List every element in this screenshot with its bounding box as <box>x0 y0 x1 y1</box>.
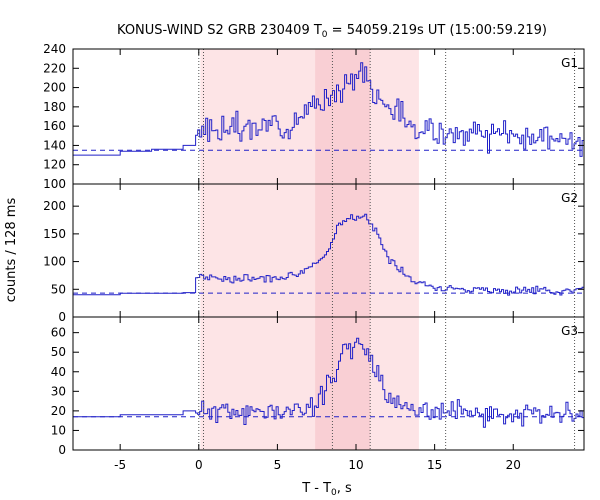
x-tick-label-4: 15 <box>427 458 442 472</box>
light-curve-g1 <box>73 62 584 157</box>
y-tick-label-g2-1: 50 <box>51 282 66 296</box>
y-tick-label-g3-4: 40 <box>51 365 66 379</box>
chart-title: KONUS-WIND S2 GRB 230409 T0 = 54059.219s… <box>117 23 547 40</box>
y-tick-label-g1-0: 100 <box>43 177 66 191</box>
x-tick-label-1: 0 <box>195 458 203 472</box>
x-tick-label-0: -5 <box>114 458 126 472</box>
panel-frame-g3 <box>72 316 585 451</box>
y-axis-label: counts / 128 ms <box>4 198 19 303</box>
y-tick-label-g3-2: 20 <box>51 404 66 418</box>
light-curve-g3 <box>73 337 584 428</box>
y-tick-label-g3-0: 0 <box>58 443 66 457</box>
y-tick-label-g2-3: 150 <box>43 227 66 241</box>
y-tick-label-g2-2: 100 <box>43 255 66 269</box>
panel-label-g2: G2 <box>561 191 578 205</box>
time-markers <box>198 49 576 450</box>
axes-frames: 100120140160180200220240G1050100150200G2… <box>43 42 585 472</box>
y-tick-label-g1-5: 200 <box>43 81 66 95</box>
x-axis-label: T - T0, s <box>301 481 352 498</box>
panel-label-g1: G1 <box>561 56 578 70</box>
y-tick-label-g1-2: 140 <box>43 138 66 152</box>
y-tick-label-g1-7: 240 <box>43 42 66 56</box>
light-interval-band <box>200 49 419 450</box>
y-tick-label-g1-6: 220 <box>43 61 66 75</box>
y-tick-label-g2-0: 0 <box>58 310 66 324</box>
y-tick-label-g3-5: 50 <box>51 345 66 359</box>
x-tick-label-5: 20 <box>506 458 521 472</box>
y-tick-label-g1-4: 180 <box>43 100 66 114</box>
x-tick-label-3: 10 <box>348 458 363 472</box>
y-tick-label-g1-1: 120 <box>43 158 66 172</box>
y-tick-label-g3-3: 30 <box>51 384 66 398</box>
x-tick-label-2: 5 <box>274 458 282 472</box>
y-tick-label-g3-6: 60 <box>51 326 66 340</box>
time-interval-bands <box>200 49 419 450</box>
panel-label-g3: G3 <box>561 324 578 338</box>
dark-interval-band <box>315 49 371 450</box>
light-curves <box>73 62 584 428</box>
y-tick-label-g2-4: 200 <box>43 199 66 213</box>
y-tick-label-g3-1: 10 <box>51 423 66 437</box>
y-tick-label-g1-3: 160 <box>43 119 66 133</box>
light-curve-g2 <box>73 213 584 296</box>
